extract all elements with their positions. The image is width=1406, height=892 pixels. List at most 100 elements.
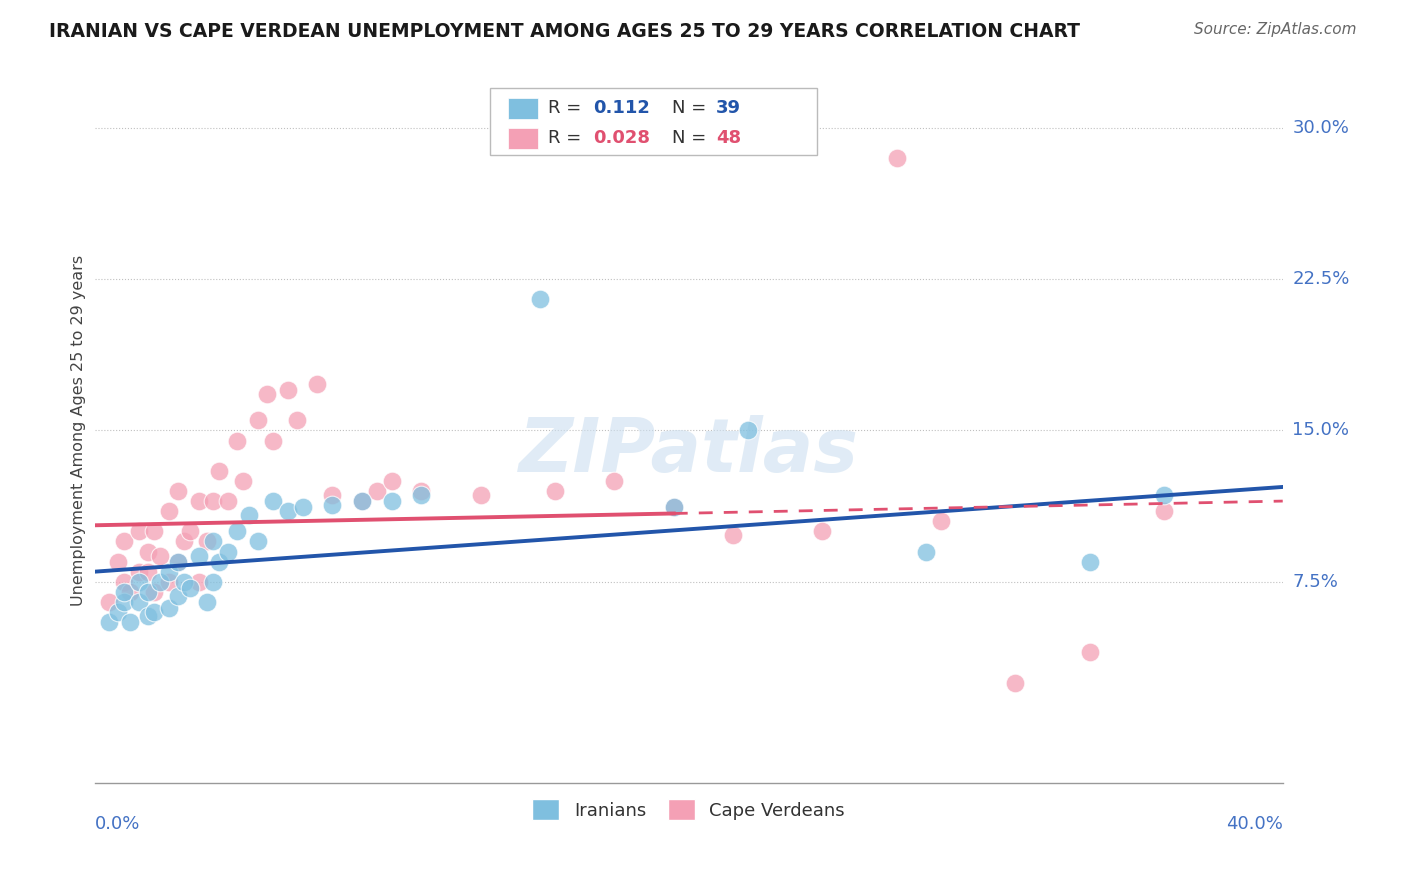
Point — [128, 574, 150, 589]
Point — [217, 544, 239, 558]
Point — [915, 544, 938, 558]
Point — [366, 483, 388, 498]
Point — [202, 574, 225, 589]
Point — [238, 508, 260, 523]
Point — [470, 488, 492, 502]
Point — [381, 494, 404, 508]
Point — [886, 151, 908, 165]
Point — [149, 574, 172, 589]
Point — [128, 565, 150, 579]
Point — [277, 383, 299, 397]
Point — [246, 534, 269, 549]
Text: 39: 39 — [716, 99, 741, 118]
Point — [187, 494, 209, 508]
Point — [107, 555, 129, 569]
Point — [98, 595, 121, 609]
Point — [107, 605, 129, 619]
Text: 7.5%: 7.5% — [1292, 573, 1339, 591]
Point — [411, 483, 433, 498]
Point — [208, 464, 231, 478]
Point — [157, 574, 180, 589]
Point — [136, 544, 159, 558]
Point — [197, 534, 219, 549]
Point — [202, 494, 225, 508]
Point — [217, 494, 239, 508]
Point — [256, 387, 278, 401]
Point — [232, 474, 254, 488]
Point — [277, 504, 299, 518]
Y-axis label: Unemployment Among Ages 25 to 29 years: Unemployment Among Ages 25 to 29 years — [72, 255, 86, 606]
Point — [143, 585, 166, 599]
Text: 0.0%: 0.0% — [94, 815, 141, 833]
Point — [350, 494, 373, 508]
Point — [173, 574, 195, 589]
Point — [350, 494, 373, 508]
Point — [226, 434, 249, 448]
Point — [291, 500, 314, 515]
Text: 0.112: 0.112 — [593, 99, 651, 118]
Text: IRANIAN VS CAPE VERDEAN UNEMPLOYMENT AMONG AGES 25 TO 29 YEARS CORRELATION CHART: IRANIAN VS CAPE VERDEAN UNEMPLOYMENT AMO… — [49, 22, 1080, 41]
Text: 30.0%: 30.0% — [1292, 119, 1350, 136]
Text: 40.0%: 40.0% — [1226, 815, 1282, 833]
Point — [136, 609, 159, 624]
Text: N =: N = — [672, 129, 706, 147]
Point — [166, 555, 188, 569]
Point — [120, 615, 142, 629]
Point — [187, 574, 209, 589]
Point — [307, 377, 329, 392]
Text: R =: R = — [548, 129, 582, 147]
Legend: Iranians, Cape Verdeans: Iranians, Cape Verdeans — [524, 792, 852, 828]
Point — [112, 595, 135, 609]
Point — [128, 595, 150, 609]
Point — [662, 500, 685, 515]
Bar — [508, 128, 537, 149]
Point — [285, 413, 308, 427]
FancyBboxPatch shape — [491, 88, 817, 155]
Point — [197, 595, 219, 609]
Point — [166, 555, 188, 569]
Point — [208, 555, 231, 569]
Point — [202, 534, 225, 549]
Point — [1078, 645, 1101, 659]
Point — [411, 488, 433, 502]
Point — [112, 585, 135, 599]
Text: R =: R = — [548, 99, 582, 118]
Point — [529, 293, 551, 307]
Point — [149, 549, 172, 563]
Text: 15.0%: 15.0% — [1292, 421, 1350, 440]
Point — [544, 483, 567, 498]
Point — [173, 534, 195, 549]
Point — [143, 524, 166, 539]
Point — [321, 498, 343, 512]
Point — [157, 601, 180, 615]
Point — [166, 483, 188, 498]
Text: Source: ZipAtlas.com: Source: ZipAtlas.com — [1194, 22, 1357, 37]
Point — [929, 514, 952, 528]
Point — [226, 524, 249, 539]
Point — [128, 524, 150, 539]
Point — [381, 474, 404, 488]
Point — [98, 615, 121, 629]
Text: 48: 48 — [716, 129, 741, 147]
Point — [721, 528, 744, 542]
Bar — [508, 98, 537, 119]
Point — [1078, 555, 1101, 569]
Point — [1153, 488, 1175, 502]
Point — [262, 494, 284, 508]
Text: 22.5%: 22.5% — [1292, 270, 1350, 288]
Point — [136, 565, 159, 579]
Point — [262, 434, 284, 448]
Point — [157, 565, 180, 579]
Point — [737, 424, 759, 438]
Point — [246, 413, 269, 427]
Point — [157, 504, 180, 518]
Point — [166, 589, 188, 603]
Point — [120, 585, 142, 599]
Point — [143, 605, 166, 619]
Point — [1153, 504, 1175, 518]
Point — [187, 549, 209, 563]
Point — [662, 500, 685, 515]
Point — [112, 574, 135, 589]
Point — [603, 474, 626, 488]
Point — [179, 581, 201, 595]
